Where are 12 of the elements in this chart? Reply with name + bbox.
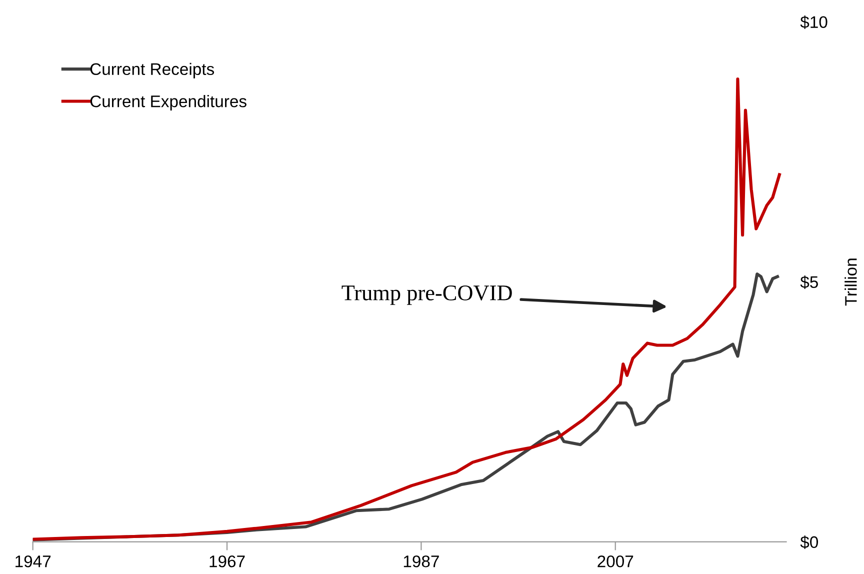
- y-tick-label: $5: [800, 276, 818, 290]
- line-series: [32, 77, 781, 541]
- y-tick-label: $10: [800, 16, 828, 30]
- legend-label: Current Receipts: [90, 62, 214, 78]
- x-tick-label: 1947: [16, 555, 51, 568]
- x-tick-label: 1967: [210, 555, 245, 568]
- y-tick-label: $0: [800, 536, 818, 550]
- x-tick-label: 2007: [598, 555, 634, 568]
- y-axis-title: Trillion: [844, 258, 857, 306]
- legend-label: Current Expenditures: [90, 95, 246, 111]
- x-tick-label: 1987: [404, 555, 439, 568]
- annotation: Trump pre-COVID: [342, 285, 512, 305]
